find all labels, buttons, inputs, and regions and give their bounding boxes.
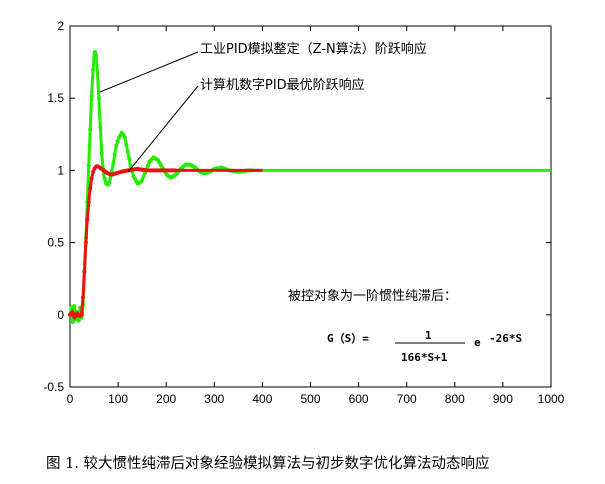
- x-tick-label: 700: [397, 392, 417, 406]
- y-axis: -0.5 0 0.5 1 1.5 2: [43, 19, 551, 394]
- plant-description: 被控对象为一阶惯性纯滞后：: [288, 288, 457, 304]
- series-marker: [89, 176, 94, 181]
- series-marker: [143, 171, 147, 176]
- series-marker: [114, 143, 119, 148]
- x-tick-label: 0: [67, 392, 74, 406]
- series-marker: [70, 311, 75, 316]
- series-marker: [108, 175, 113, 180]
- transfer-function-exponent: -26*S: [489, 332, 522, 345]
- figure-caption: 图 1. 较大惯性纯滞后对象经验模拟算法与初步数字优化算法动态响应: [46, 456, 490, 472]
- series-marker: [115, 139, 120, 144]
- x-tick-label: 300: [204, 392, 224, 406]
- series-marker: [107, 181, 111, 186]
- series-marker: [72, 304, 77, 309]
- series-marker: [94, 52, 98, 57]
- x-tick-label: 600: [349, 392, 369, 406]
- red-series-label: 计算机数字PID最优阶跃响应: [200, 77, 365, 93]
- series-marker: [70, 320, 75, 324]
- series-marker: [127, 156, 132, 161]
- series-marker: [173, 168, 178, 173]
- y-tick-label: 0.5: [47, 236, 64, 250]
- x-tick-label: 1000: [538, 392, 565, 406]
- x-tick-label: 100: [108, 392, 128, 406]
- transfer-function-exp-base: e: [474, 336, 481, 349]
- green-label-leader: [99, 51, 199, 93]
- series-marker: [86, 200, 91, 205]
- y-tick-label: -0.5: [43, 380, 64, 394]
- series-marker: [99, 151, 104, 156]
- red-label-leader: [127, 85, 199, 173]
- series-marker: [85, 217, 90, 222]
- series-marker: [86, 163, 91, 168]
- series-marker: [91, 169, 96, 174]
- transfer-function-numerator: 1: [425, 329, 432, 342]
- series-marker: [112, 152, 117, 157]
- transfer-function-lhs: G（S）=: [327, 332, 369, 345]
- x-tick-label: 500: [300, 392, 320, 406]
- x-tick-label: 400: [252, 392, 272, 406]
- series-marker: [88, 186, 93, 191]
- series-marker: [98, 125, 103, 130]
- y-tick-label: 2: [57, 19, 64, 33]
- x-axis: 0 100 200 300 400 500 600 700 800 900 1000: [67, 26, 565, 406]
- series-marker: [96, 96, 101, 101]
- series-marker: [124, 142, 129, 147]
- series-marker: [81, 295, 85, 300]
- series-marker: [111, 161, 116, 166]
- series-marker: [82, 269, 87, 274]
- series-marker: [122, 135, 127, 140]
- y-tick-label: 1.5: [47, 91, 64, 105]
- series-marker: [83, 240, 88, 245]
- series-marker: [125, 149, 130, 154]
- green-series-label: 工业PID模拟整定（Z-N算法）阶跃响应: [200, 41, 427, 57]
- series-marker: [141, 174, 146, 179]
- series-marker: [145, 163, 150, 168]
- series-marker: [79, 312, 84, 317]
- series-marker: [89, 93, 94, 98]
- series-marker: [102, 176, 107, 181]
- x-tick-label: 200: [156, 392, 176, 406]
- x-tick-label: 900: [493, 392, 513, 406]
- series-marker: [76, 318, 81, 323]
- plot-area: [69, 25, 552, 388]
- y-tick-label: 1: [57, 163, 64, 177]
- x-tick-label: 800: [445, 392, 465, 406]
- series-marker: [88, 127, 93, 132]
- series-marker: [95, 70, 100, 75]
- y-tick-label: 0: [57, 308, 64, 322]
- transfer-function-denominator: 166*S+1: [401, 351, 448, 364]
- series-marker: [140, 177, 145, 182]
- series-marker: [109, 169, 114, 173]
- series-group: [68, 50, 551, 324]
- series-marker: [91, 67, 96, 72]
- series-red-optimal: [68, 164, 263, 322]
